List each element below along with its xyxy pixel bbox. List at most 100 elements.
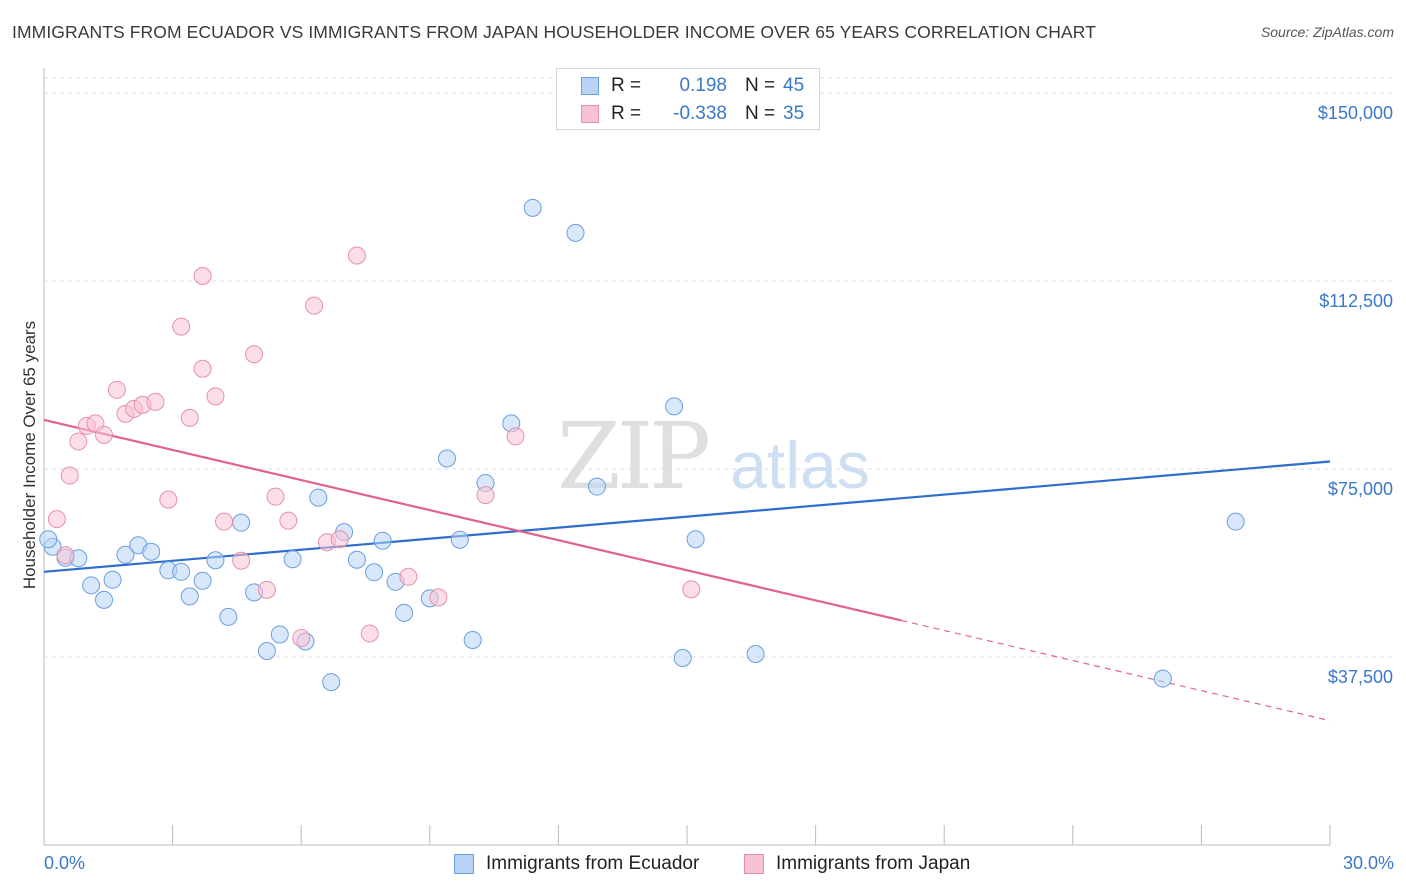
japan-point <box>476 486 495 505</box>
ecuador-point <box>373 531 392 550</box>
japan-point <box>215 512 234 531</box>
ecuador-point <box>1153 669 1172 688</box>
japan-point <box>347 246 366 265</box>
ecuador-point <box>103 570 122 589</box>
ecuador-point <box>437 449 456 468</box>
japan-r-value: -0.338 <box>673 103 727 124</box>
trend-lines <box>43 418 1331 722</box>
x-tick-label-max: 30.0% <box>1343 853 1394 873</box>
ecuador-point <box>206 551 225 570</box>
japan-point <box>257 580 276 599</box>
ecuador-point <box>523 198 542 217</box>
ecuador-point <box>322 673 341 692</box>
ecuador-point <box>283 550 302 569</box>
ecuador-r-label: R = <box>611 75 642 96</box>
ecuador-point <box>395 603 414 622</box>
y-axis-label: Householder Income Over 65 years <box>20 321 39 589</box>
japan-point <box>266 487 285 506</box>
ecuador-point <box>309 488 328 507</box>
ecuador-legend-swatch <box>454 854 474 874</box>
japan-trend-line-extension <box>901 619 1331 722</box>
japan-point <box>56 546 75 565</box>
japan-point <box>180 408 199 427</box>
ecuador-point <box>686 530 705 549</box>
ecuador-point <box>587 477 606 496</box>
japan-point <box>330 530 349 549</box>
japan-point <box>292 628 311 647</box>
ecuador-point <box>142 542 161 561</box>
japan-point <box>107 380 126 399</box>
japan-point <box>429 588 448 607</box>
x-tick-label-min: 0.0% <box>44 853 85 873</box>
japan-point <box>305 296 324 315</box>
japan-r-label: R = <box>611 103 642 124</box>
japan-point <box>360 624 379 643</box>
japan-point <box>232 551 251 570</box>
ecuador-point <box>665 397 684 416</box>
japan-point <box>146 392 165 411</box>
bottom-legend-japan: Immigrants from Japan <box>744 852 970 876</box>
data-points <box>39 198 1245 692</box>
japan-point <box>69 432 88 451</box>
ecuador-point <box>95 590 114 609</box>
japan-point <box>60 466 79 485</box>
japan-point <box>95 425 114 444</box>
ecuador-point <box>270 625 289 644</box>
japan-point <box>47 510 66 529</box>
ecuador-point <box>180 587 199 606</box>
ecuador-point <box>1226 512 1245 531</box>
y-tick-label: $112,500 <box>1319 291 1393 311</box>
ecuador-point <box>257 641 276 660</box>
japan-legend-label: Immigrants from Japan <box>776 853 971 874</box>
legend-row-japan: R = -0.338 N = 35 <box>581 102 804 126</box>
watermark-zip: ZIP <box>557 403 708 510</box>
axes <box>43 68 1331 846</box>
japan-point <box>682 580 701 599</box>
ecuador-point <box>365 563 384 582</box>
ecuador-point <box>193 571 212 590</box>
ecuador-point <box>219 607 238 626</box>
legend-row-ecuador: R = 0.198 N = 45 <box>581 74 804 98</box>
ecuador-n-label: N = <box>745 75 776 96</box>
japan-point <box>193 359 212 378</box>
ecuador-point <box>673 649 692 668</box>
japan-n-label: N = <box>745 103 776 124</box>
ecuador-point <box>463 630 482 649</box>
japan-point <box>506 427 525 446</box>
japan-n-value: 35 <box>783 103 805 124</box>
grid-lines <box>44 77 1395 658</box>
chart-title: IMMIGRANTS FROM ECUADOR VS IMMIGRANTS FR… <box>12 22 1097 42</box>
ecuador-legend-label: Immigrants from Ecuador <box>486 853 700 874</box>
ecuador-n-value: 45 <box>783 75 805 96</box>
ecuador-point <box>39 530 58 549</box>
japan-point <box>206 387 225 406</box>
y-tick-label: $75,000 <box>1328 479 1393 499</box>
ecuador-trend-line <box>43 460 1331 573</box>
japan-point <box>399 567 418 586</box>
japan-point <box>279 511 298 530</box>
ecuador-point <box>746 645 765 664</box>
japan-point <box>193 267 212 286</box>
japan-point <box>159 490 178 509</box>
japan-legend-swatch <box>744 854 764 874</box>
japan-swatch <box>581 105 599 123</box>
japan-trend-line <box>43 418 902 622</box>
correlation-legend: R = 0.198 N = 45 R = -0.338 N = 35 <box>556 68 820 130</box>
ecuador-point <box>347 550 366 569</box>
watermark-atlas: atlas <box>730 428 869 502</box>
bottom-legend-ecuador: Immigrants from Ecuador <box>454 852 699 876</box>
axis-labels: $37,500 $75,000 $112,500 $150,000 0.0% 30.0% H… <box>20 103 1394 873</box>
ecuador-point <box>450 530 469 549</box>
japan-point <box>245 345 264 364</box>
ecuador-point <box>172 562 191 581</box>
source-label: Source: ZipAtlas.com <box>1260 24 1394 40</box>
ecuador-point <box>116 545 135 564</box>
y-tick-label: $150,000 <box>1318 103 1393 123</box>
y-tick-label: $37,500 <box>1328 667 1393 687</box>
ecuador-r-value: 0.198 <box>679 75 727 96</box>
ecuador-point <box>82 576 101 595</box>
japan-point <box>172 317 191 336</box>
ecuador-point <box>232 513 251 532</box>
ecuador-point <box>566 223 585 242</box>
